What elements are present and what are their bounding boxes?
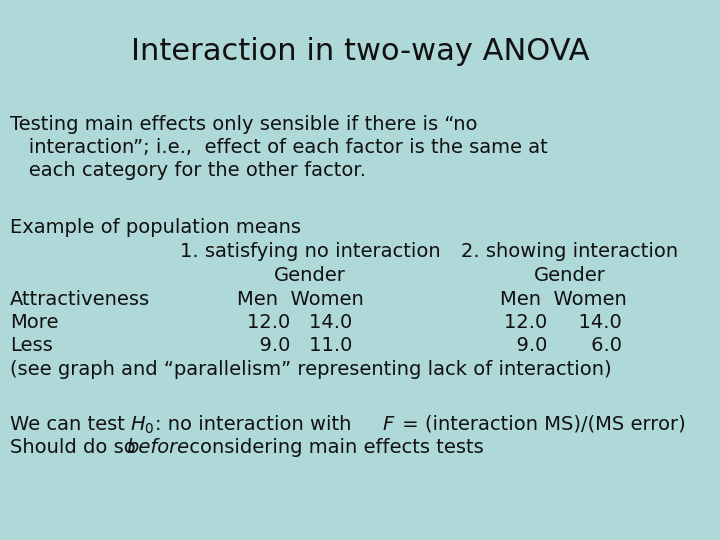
- Text: 12.0   14.0: 12.0 14.0: [248, 313, 353, 332]
- Text: More: More: [10, 313, 58, 332]
- Text: (see graph and “parallelism” representing lack of interaction): (see graph and “parallelism” representin…: [10, 360, 611, 379]
- Text: Gender: Gender: [534, 266, 606, 285]
- Text: Attractiveness: Attractiveness: [10, 290, 150, 309]
- Text: 1. satisfying no interaction: 1. satisfying no interaction: [180, 242, 441, 261]
- Text: 9.0   11.0: 9.0 11.0: [247, 336, 353, 355]
- Text: Men  Women: Men Women: [237, 290, 364, 309]
- Text: $\mathit{F}$: $\mathit{F}$: [382, 415, 395, 434]
- Text: Should do so: Should do so: [10, 438, 142, 457]
- Text: Less: Less: [10, 336, 53, 355]
- Text: $H_0$: $H_0$: [130, 415, 154, 436]
- Text: Example of population means: Example of population means: [10, 218, 301, 237]
- Text: Testing main effects only sensible if there is “no: Testing main effects only sensible if th…: [10, 115, 477, 134]
- Text: Gender: Gender: [274, 266, 346, 285]
- Text: 9.0       6.0: 9.0 6.0: [504, 336, 622, 355]
- Text: each category for the other factor.: each category for the other factor.: [10, 161, 366, 180]
- Text: 12.0     14.0: 12.0 14.0: [504, 313, 622, 332]
- Text: Interaction in two-way ANOVA: Interaction in two-way ANOVA: [131, 37, 589, 66]
- Text: Men  Women: Men Women: [500, 290, 626, 309]
- Text: : no interaction with: : no interaction with: [155, 415, 358, 434]
- Text: We can test: We can test: [10, 415, 131, 434]
- Text: before: before: [126, 438, 189, 457]
- Text: considering main effects tests: considering main effects tests: [183, 438, 484, 457]
- Text: 2. showing interaction: 2. showing interaction: [462, 242, 678, 261]
- Text: interaction”; i.e.,  effect of each factor is the same at: interaction”; i.e., effect of each facto…: [10, 138, 548, 157]
- Text: = (interaction MS)/(MS error): = (interaction MS)/(MS error): [396, 415, 685, 434]
